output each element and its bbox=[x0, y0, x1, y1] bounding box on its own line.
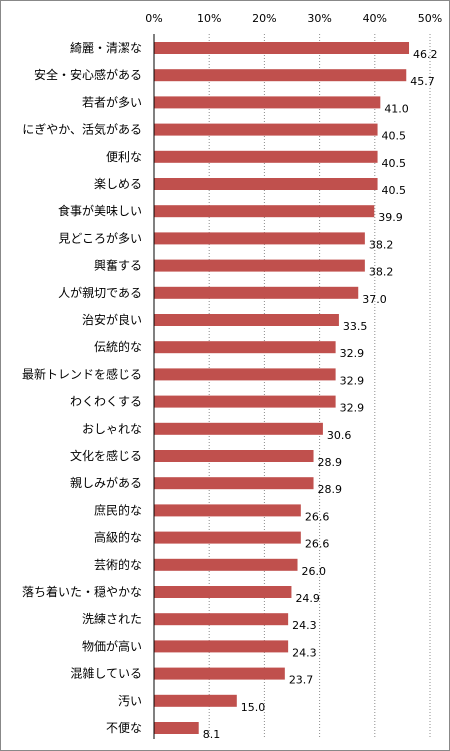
category-label: 汚い bbox=[118, 694, 142, 708]
bar bbox=[154, 613, 289, 626]
x-tick-label: 40% bbox=[363, 12, 387, 25]
bars bbox=[154, 42, 410, 734]
bar bbox=[154, 694, 237, 707]
category-label: 親しみがある bbox=[70, 475, 142, 490]
value-label: 32.9 bbox=[340, 347, 365, 360]
value-label: 40.5 bbox=[382, 184, 407, 197]
value-label: 28.9 bbox=[318, 456, 343, 469]
value-label: 28.9 bbox=[318, 483, 343, 496]
category-label: 落ち着いた・穏やかな bbox=[22, 584, 142, 599]
value-label: 45.7 bbox=[410, 75, 435, 88]
bar bbox=[154, 69, 407, 82]
category-label: 不便な bbox=[106, 721, 142, 735]
tick-labels: 0% 10% 20% 30% 40% 50% bbox=[145, 12, 442, 25]
category-label: 庶民的な bbox=[94, 502, 142, 517]
category-label: 便利な bbox=[106, 150, 142, 164]
x-tick-label: 10% bbox=[197, 12, 221, 25]
value-label: 30.6 bbox=[327, 429, 352, 442]
category-label: 興奮する bbox=[94, 258, 142, 273]
bar bbox=[154, 42, 410, 54]
category-label: おしゃれな bbox=[82, 422, 142, 436]
category-label: 伝統的な bbox=[94, 339, 142, 354]
bar bbox=[154, 477, 314, 490]
bar bbox=[154, 368, 336, 381]
value-label: 23.7 bbox=[289, 674, 314, 687]
value-label: 15.0 bbox=[241, 701, 265, 714]
bar bbox=[154, 558, 298, 571]
value-label: 8.1 bbox=[203, 728, 221, 741]
value-label: 39.9 bbox=[378, 211, 403, 224]
bar bbox=[154, 504, 301, 517]
bar bbox=[154, 205, 375, 218]
value-label: 26.6 bbox=[305, 510, 330, 523]
bar bbox=[154, 422, 323, 435]
category-labels: 綺麗・清潔な安全・安心感がある若者が多いにぎやか、活気がある便利な楽しめる食事が… bbox=[22, 40, 142, 735]
bar bbox=[154, 640, 289, 653]
value-label: 32.9 bbox=[340, 402, 365, 415]
category-label: 人が親切である bbox=[58, 285, 142, 300]
category-label: 楽しめる bbox=[94, 177, 142, 191]
category-label: 洗練された bbox=[82, 612, 142, 626]
bar bbox=[154, 531, 301, 544]
bar bbox=[154, 286, 359, 299]
bar bbox=[154, 722, 199, 734]
category-label: 芸術的な bbox=[94, 557, 142, 572]
bar bbox=[154, 341, 336, 354]
bar bbox=[154, 259, 365, 272]
value-label: 26.0 bbox=[302, 565, 327, 578]
value-label: 24.3 bbox=[292, 646, 317, 659]
value-label: 46.2 bbox=[413, 48, 438, 61]
bar bbox=[154, 586, 292, 598]
value-label: 32.9 bbox=[340, 374, 365, 387]
value-label: 41.0 bbox=[384, 102, 409, 115]
bar bbox=[154, 232, 365, 245]
bar bbox=[154, 314, 339, 326]
category-label: 若者が多い bbox=[82, 94, 142, 109]
category-label: 高級的な bbox=[94, 530, 142, 545]
bar bbox=[154, 667, 285, 680]
bar bbox=[154, 123, 378, 136]
category-label: 治安が良い bbox=[82, 312, 142, 327]
value-label: 37.0 bbox=[362, 293, 387, 306]
value-label: 24.3 bbox=[292, 619, 317, 632]
category-label: 最新トレンドを感じる bbox=[22, 366, 142, 381]
x-tick-label: 50% bbox=[418, 12, 442, 25]
bar bbox=[154, 150, 378, 163]
category-label: 文化を感じる bbox=[70, 448, 142, 463]
category-label: 綺麗・清潔な bbox=[70, 40, 142, 55]
value-label: 40.5 bbox=[382, 130, 407, 143]
value-label: 33.5 bbox=[343, 320, 368, 333]
x-tick-label: 0% bbox=[145, 12, 162, 25]
bar bbox=[154, 178, 378, 190]
x-tick-label: 20% bbox=[252, 12, 276, 25]
x-tick-label: 30% bbox=[307, 12, 331, 25]
value-label: 38.2 bbox=[369, 266, 394, 279]
value-label: 24.9 bbox=[295, 592, 320, 605]
category-label: にぎやか、活気がある bbox=[22, 122, 142, 137]
category-label: 物価が高い bbox=[82, 638, 142, 653]
category-label: 食事が美味しい bbox=[58, 203, 142, 218]
value-labels: 46.2 45.7 41.0 40.5 40.5 40.5 39.9 38.2 38.2 37.0… bbox=[203, 48, 438, 741]
category-label: わくわくする bbox=[70, 395, 142, 409]
bar bbox=[154, 395, 336, 408]
bar bbox=[154, 450, 314, 462]
bar bbox=[154, 96, 381, 109]
category-label: 安全・安心感がある bbox=[34, 67, 142, 82]
value-label: 40.5 bbox=[382, 157, 407, 170]
category-label: 見どころが多い bbox=[58, 230, 142, 245]
category-label: 混雑している bbox=[70, 666, 142, 681]
value-label: 38.2 bbox=[369, 238, 394, 251]
value-label: 26.6 bbox=[305, 538, 330, 551]
